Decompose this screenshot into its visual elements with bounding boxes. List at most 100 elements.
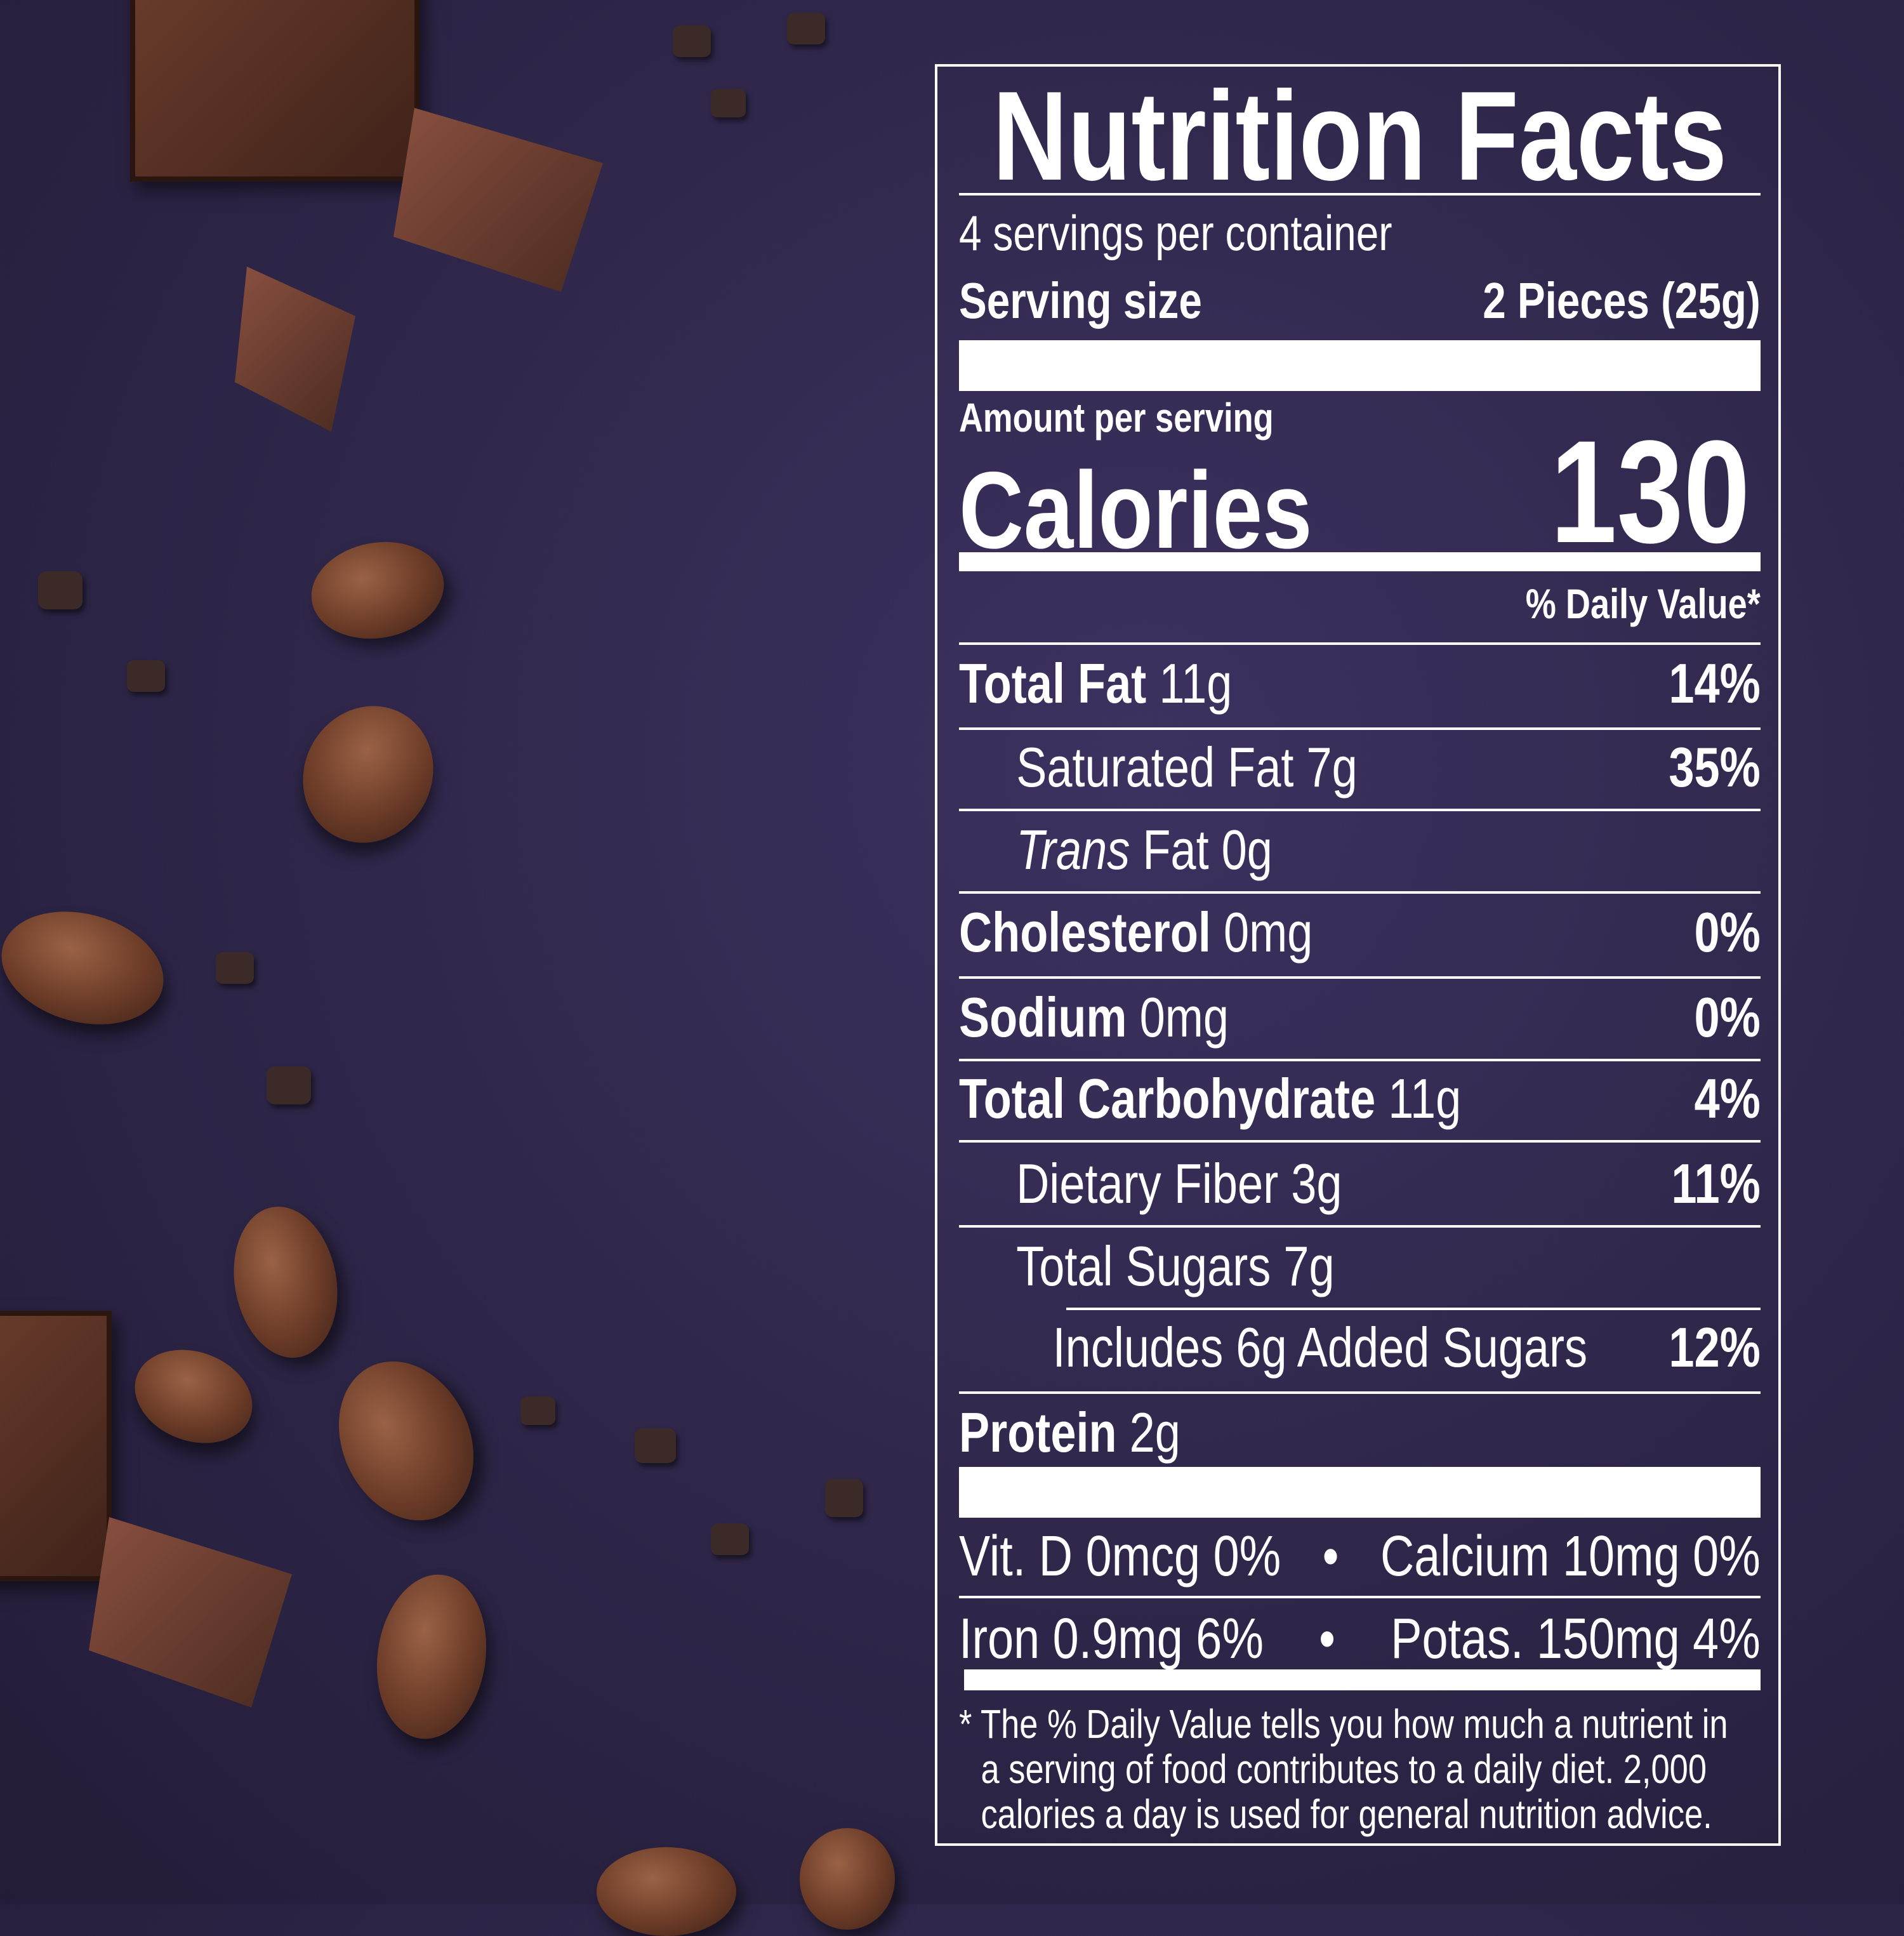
cocoa-bean	[303, 531, 452, 649]
nutrient-dv: 35%	[1669, 736, 1761, 799]
cocoa-nib	[38, 571, 83, 609]
thick-divider	[959, 1467, 1761, 1518]
nutrient-amount: 3g	[1291, 1152, 1342, 1215]
nutrient-amount: 7g	[1306, 736, 1358, 799]
divider	[959, 1059, 1761, 1061]
nutrient-name: Saturated Fat	[1016, 736, 1294, 799]
divider	[959, 642, 1761, 645]
nutrient-row-dietary-fiber: Dietary Fiber 3g 11%	[959, 1143, 1761, 1225]
nutrient-amount: 11g	[1159, 652, 1233, 715]
calories-row: Calories 130	[959, 419, 1761, 566]
daily-value-header-row: % Daily Value*	[959, 580, 1761, 627]
potassium: Potas. 150mg 4%	[1391, 1607, 1761, 1671]
calories-value: 130	[1550, 410, 1750, 573]
divider	[959, 727, 1761, 730]
nutrient-dv: 4%	[1694, 1067, 1761, 1130]
cocoa-bean	[597, 1847, 736, 1936]
nutrient-name: Includes 6g Added Sugars	[1052, 1316, 1588, 1379]
medium-divider	[959, 552, 1761, 571]
chocolate-square	[130, 0, 420, 182]
cocoa-bean	[278, 682, 458, 867]
vitamins-row-1: Vit. D 0mcg 0% • Calcium 10mg 0%	[959, 1515, 1761, 1598]
nutrient-amount: 0mg	[1224, 901, 1313, 964]
nutrient-name: Dietary Fiber	[1016, 1152, 1279, 1215]
chocolate-shard	[393, 108, 603, 292]
divider	[959, 1140, 1761, 1143]
nutrient-dv: 14%	[1669, 652, 1761, 715]
calories-label: Calories	[959, 449, 1312, 571]
servings-row: 4 servings per container	[959, 204, 1761, 262]
nutrient-row-total-fat: Total Fat 11g 14%	[959, 642, 1761, 725]
nutrient-name: Sodium	[959, 986, 1127, 1049]
bullet: •	[1322, 1524, 1339, 1588]
thick-divider	[959, 340, 1761, 391]
cocoa-bean	[222, 1198, 349, 1367]
vitamins-row-2: Iron 0.9mg 6% • Potas. 150mg 4%	[959, 1598, 1761, 1680]
label-title-row: Nutrition Facts	[959, 73, 1761, 200]
footnote-line: calories a day is used for general nutri…	[959, 1791, 1761, 1837]
nutrient-row-saturated-fat: Saturated Fat 7g 35%	[959, 726, 1761, 809]
divider	[959, 809, 1761, 811]
cocoa-bean	[121, 1334, 266, 1459]
nutrient-amount: 2g	[1129, 1401, 1180, 1464]
cocoa-nib	[825, 1479, 863, 1517]
vitamin-d: Vit. D 0mcg 0%	[959, 1524, 1281, 1588]
chocolate-shard	[89, 1517, 292, 1707]
nutrient-name: Total Fat	[959, 652, 1147, 715]
divider	[1066, 1308, 1761, 1310]
nutrient-dv: 0%	[1694, 901, 1761, 964]
daily-value-header: % Daily Value*	[1525, 580, 1761, 627]
nutrient-dv: 12%	[1669, 1316, 1761, 1379]
nutrient-row-added-sugars: Includes 6g Added Sugars 12%	[959, 1306, 1761, 1389]
amount-per-serving-row: Amount per serving	[959, 395, 1761, 441]
footnote-line: * The % Daily Value tells you how much a…	[959, 1701, 1761, 1747]
servings-per-container: 4 servings per container	[959, 204, 1392, 261]
footnote-text: * The % Daily Value tells you how much a…	[959, 1701, 1728, 1747]
nutrient-amount: 0mg	[1139, 986, 1229, 1049]
cocoa-nib	[635, 1428, 676, 1463]
divider	[959, 976, 1761, 979]
nutrient-name: Protein	[959, 1401, 1117, 1464]
chocolate-shard	[235, 267, 355, 432]
footnote-line: a serving of food contributes to a daily…	[959, 1746, 1761, 1792]
nutrient-dv: 0%	[1694, 986, 1761, 1049]
nutrient-name: Total Carbohydrate	[959, 1067, 1376, 1130]
cocoa-bean	[366, 1567, 497, 1746]
footnote-text: a serving of food contributes to a daily…	[981, 1746, 1707, 1792]
chocolate-square	[0, 1311, 112, 1581]
cocoa-bean	[0, 894, 176, 1042]
bullet: •	[1319, 1607, 1336, 1671]
nutrient-name: Total Sugars	[1016, 1235, 1271, 1297]
nutrient-name: Cholesterol	[959, 901, 1211, 964]
serving-size-value: 2 Pieces (25g)	[1483, 272, 1761, 329]
cocoa-nib	[267, 1066, 311, 1104]
medium-divider	[964, 1669, 1761, 1690]
nutrient-row-total-carbohydrate: Total Carbohydrate 11g 4%	[959, 1058, 1761, 1140]
nutrient-amount: 0g	[1221, 818, 1273, 881]
divider	[959, 1391, 1761, 1394]
calcium: Calcium 10mg 0%	[1380, 1524, 1761, 1588]
divider	[959, 891, 1761, 894]
cocoa-nib	[787, 13, 825, 44]
divider	[959, 193, 1761, 196]
nutrient-row-trans-fat: Trans Fat 0g	[959, 809, 1761, 891]
divider	[959, 1225, 1761, 1228]
label-title: Nutrition Facts	[992, 65, 1727, 207]
nutrient-dv: 11%	[1671, 1152, 1761, 1215]
nutrient-name-suffix: Fat	[1142, 818, 1209, 881]
nutrient-name: Trans	[1016, 818, 1130, 881]
serving-size-row: Serving size 2 Pieces (25g)	[959, 272, 1761, 329]
cocoa-bean	[314, 1339, 499, 1543]
amount-per-serving: Amount per serving	[959, 395, 1274, 441]
nutrient-amount: 7g	[1283, 1235, 1335, 1297]
cocoa-nib	[673, 25, 711, 57]
cocoa-nib	[127, 660, 165, 692]
serving-size-label: Serving size	[959, 272, 1202, 329]
cocoa-nib	[216, 952, 254, 984]
nutrient-amount: 11g	[1388, 1067, 1462, 1130]
nutrient-row-sodium: Sodium 0mg 0%	[959, 976, 1761, 1059]
footnote-text: calories a day is used for general nutri…	[981, 1791, 1712, 1837]
nutrient-row-total-sugars: Total Sugars 7g	[959, 1225, 1761, 1308]
cocoa-nib	[711, 89, 746, 117]
cocoa-bean	[800, 1828, 895, 1930]
